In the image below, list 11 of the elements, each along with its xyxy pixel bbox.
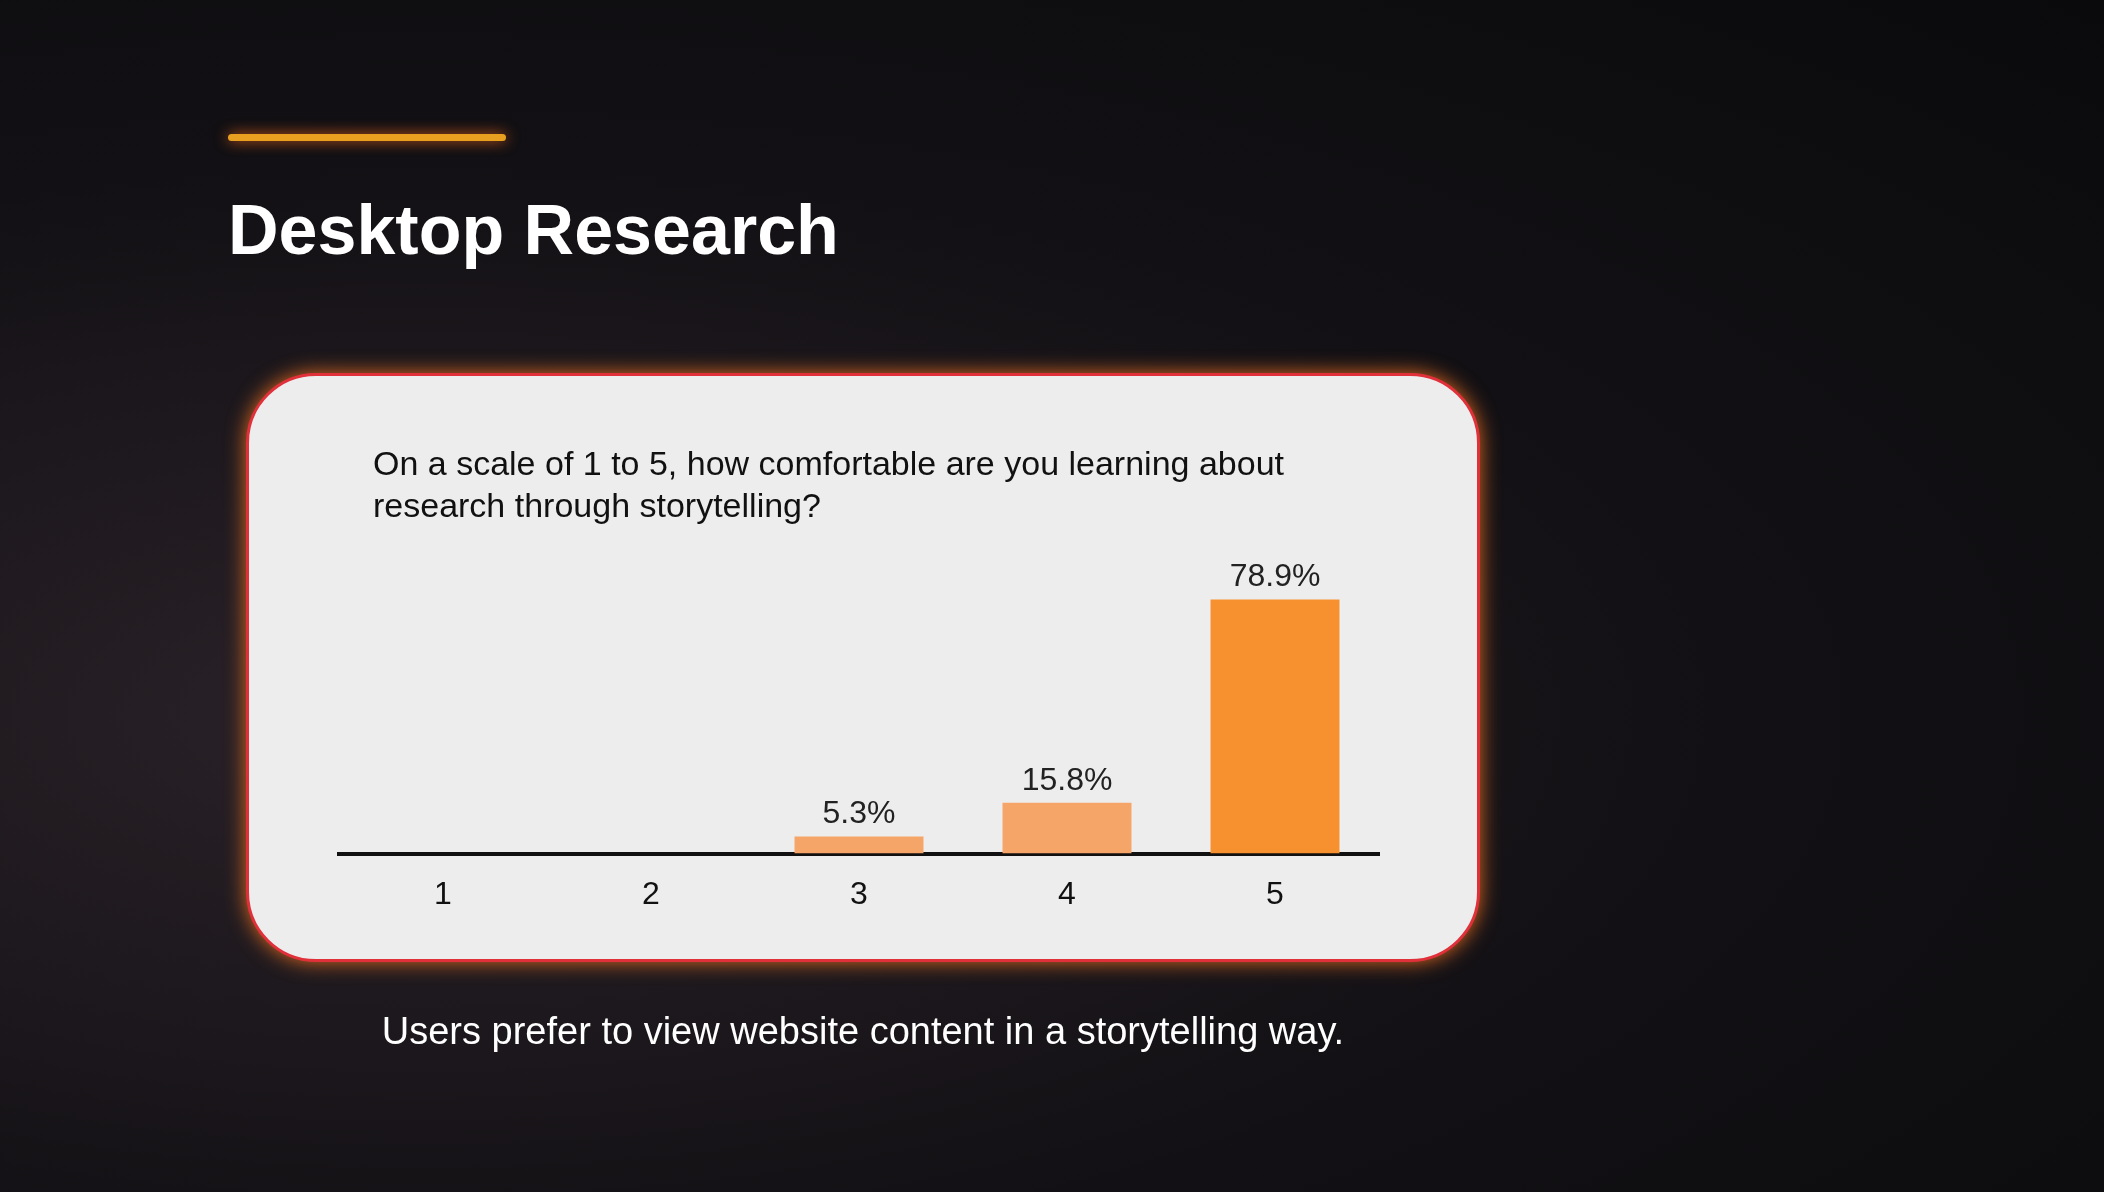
data-label: 5.3% bbox=[822, 794, 896, 831]
x-tick-label: 2 bbox=[642, 874, 660, 911]
chart-title: Desktop Research bbox=[228, 190, 839, 270]
x-tick-label: 1 bbox=[434, 874, 452, 911]
x-tick-label: 5 bbox=[1266, 874, 1284, 911]
chart-subtitle: On a scale of 1 to 5, how comfortable are you learning about research through storytelling? bbox=[373, 443, 1285, 526]
data-label: 15.8% bbox=[1021, 760, 1113, 797]
x-tick-label: 3 bbox=[850, 874, 868, 911]
data-label: 78.9% bbox=[1229, 557, 1321, 594]
x-tick-label: 4 bbox=[1058, 874, 1076, 911]
text: Users prefer to view website content in a storytelling way. bbox=[380, 1010, 1346, 1053]
